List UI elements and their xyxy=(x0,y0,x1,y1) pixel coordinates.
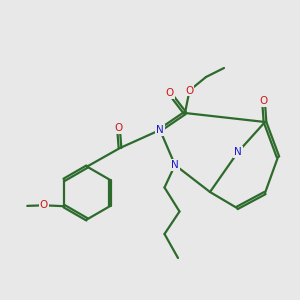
Text: O: O xyxy=(114,124,123,134)
Text: N: N xyxy=(156,125,164,135)
Text: O: O xyxy=(40,200,48,210)
Text: O: O xyxy=(166,88,174,98)
Text: O: O xyxy=(185,85,194,95)
Text: N: N xyxy=(234,147,242,157)
Text: N: N xyxy=(171,160,179,170)
Text: O: O xyxy=(260,96,268,106)
